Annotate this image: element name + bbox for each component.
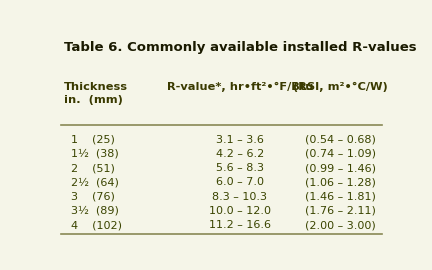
Text: 6.0 – 7.0: 6.0 – 7.0 <box>216 177 264 187</box>
Text: 11.2 – 16.6: 11.2 – 16.6 <box>209 220 271 230</box>
Text: 3.1 – 3.6: 3.1 – 3.6 <box>216 135 264 145</box>
Text: 4.2 – 6.2: 4.2 – 6.2 <box>216 149 264 159</box>
Text: 5.6 – 8.3: 5.6 – 8.3 <box>216 163 264 173</box>
Text: (1.06 – 1.28): (1.06 – 1.28) <box>305 177 376 187</box>
Text: 2½  (64): 2½ (64) <box>71 177 119 187</box>
Text: (0.74 – 1.09): (0.74 – 1.09) <box>305 149 376 159</box>
Text: Thickness
in.  (mm): Thickness in. (mm) <box>64 82 128 106</box>
Text: (1.76 – 2.11): (1.76 – 2.11) <box>305 206 376 216</box>
Text: 3½  (89): 3½ (89) <box>71 206 119 216</box>
Text: 10.0 – 12.0: 10.0 – 12.0 <box>209 206 271 216</box>
Text: 3    (76): 3 (76) <box>71 192 114 202</box>
Text: (0.99 – 1.46): (0.99 – 1.46) <box>305 163 376 173</box>
Text: Table 6. Commonly available installed R-values: Table 6. Commonly available installed R-… <box>64 41 417 54</box>
Text: R-value*, hr•ft²•°F/Btu: R-value*, hr•ft²•°F/Btu <box>167 82 313 92</box>
Text: 2    (51): 2 (51) <box>71 163 114 173</box>
Text: (2.00 – 3.00): (2.00 – 3.00) <box>305 220 376 230</box>
Text: (1.46 – 1.81): (1.46 – 1.81) <box>305 192 376 202</box>
Text: 4    (102): 4 (102) <box>71 220 122 230</box>
Text: (RSI, m²•°C/W): (RSI, m²•°C/W) <box>293 82 388 92</box>
Text: (0.54 – 0.68): (0.54 – 0.68) <box>305 135 376 145</box>
Text: 1½  (38): 1½ (38) <box>71 149 118 159</box>
Text: 8.3 – 10.3: 8.3 – 10.3 <box>212 192 267 202</box>
Text: 1    (25): 1 (25) <box>71 135 114 145</box>
